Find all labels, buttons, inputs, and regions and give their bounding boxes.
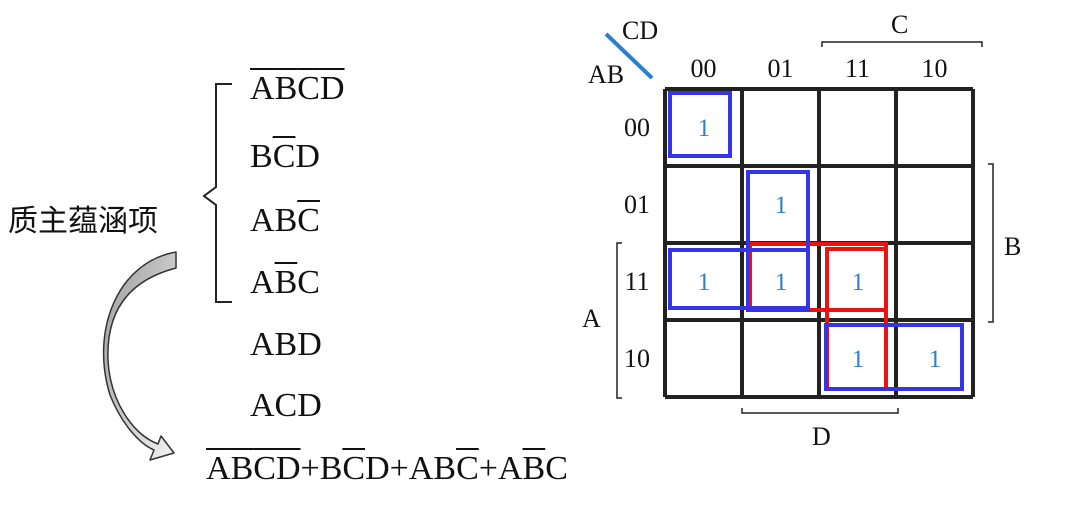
term-letter: A (250, 202, 275, 239)
col-header: 00 (690, 54, 717, 83)
group-ab-bar-c (824, 323, 964, 391)
span-bracket-a (616, 242, 622, 399)
plus-sign: + (389, 450, 409, 487)
cell-value: 1 (774, 191, 788, 219)
corner-label-ab: AB (588, 60, 625, 89)
curved-arrow-icon (102, 251, 177, 461)
corner-diagonal (604, 32, 654, 80)
row-header: 11 (624, 266, 650, 296)
plus-sign: + (478, 450, 498, 487)
result-expression: ABCD+BCD+ABC+ABC (206, 452, 568, 486)
term-letter: A (206, 450, 231, 487)
term-abd: ABD (250, 326, 322, 363)
term-letter: C (272, 138, 296, 175)
col-header: 01 (767, 54, 794, 83)
term-letter: B (522, 450, 546, 487)
cell-value: 1 (928, 345, 942, 373)
term-letter: A (497, 450, 523, 487)
term-letter: B (274, 264, 298, 301)
kmap-groupings (668, 91, 964, 391)
prime-implicant-term: ABC (250, 266, 320, 300)
span-bracket-b (988, 163, 994, 323)
term-letter: B (274, 70, 298, 107)
term-letter: C (545, 450, 568, 487)
group-abc-bar (668, 248, 810, 310)
cell-value: 1 (851, 268, 865, 296)
term-letter: A (250, 264, 275, 301)
span-bracket-d (741, 408, 899, 414)
span-label-b: B (1004, 232, 1022, 261)
row-header: 10 (624, 343, 650, 373)
term-letter: C (342, 450, 366, 487)
group-abcd-bar (668, 91, 732, 158)
span-label-d: D (812, 422, 831, 451)
term-letter: A (250, 70, 275, 107)
term-letter: D (275, 450, 301, 487)
cell-value: 1 (697, 268, 711, 296)
term-letter: B (433, 450, 457, 487)
corner-label-cd: CD (622, 16, 659, 45)
term-letter: C (456, 450, 479, 487)
span-bracket-c (821, 41, 983, 47)
term-letter: D (365, 450, 390, 487)
brace-bracket (202, 83, 232, 303)
prime-implicant-term: BCD (250, 140, 320, 174)
term-letter: B (250, 138, 273, 175)
col-header: 10 (921, 54, 948, 83)
span-label-a: A (582, 304, 601, 333)
term-letter: C (253, 450, 276, 487)
col-header: 11 (844, 54, 871, 83)
term-acd: ACD (250, 387, 322, 424)
term-letter: D (319, 70, 345, 107)
prime-implicants-label: 质主蕴涵项 (8, 204, 158, 239)
cell-value: 1 (774, 268, 788, 296)
prime-implicant-term: ABCD (250, 72, 345, 106)
term-letter: D (295, 138, 320, 175)
cell-value: 1 (697, 114, 711, 142)
prime-implicant-term: ABC (250, 204, 320, 238)
term-letter: B (230, 450, 254, 487)
term-letter: A (408, 450, 434, 487)
term-letter: B (274, 202, 298, 239)
row-header: 01 (624, 189, 650, 219)
cell-value: 1 (851, 345, 865, 373)
row-header: 00 (624, 112, 650, 142)
plus-sign: + (300, 450, 320, 487)
term-letter: B (319, 450, 343, 487)
term-letter: C (297, 264, 320, 301)
term-letter: C (297, 70, 320, 107)
term-letter: C (297, 202, 320, 239)
span-label-c: C (891, 10, 909, 39)
